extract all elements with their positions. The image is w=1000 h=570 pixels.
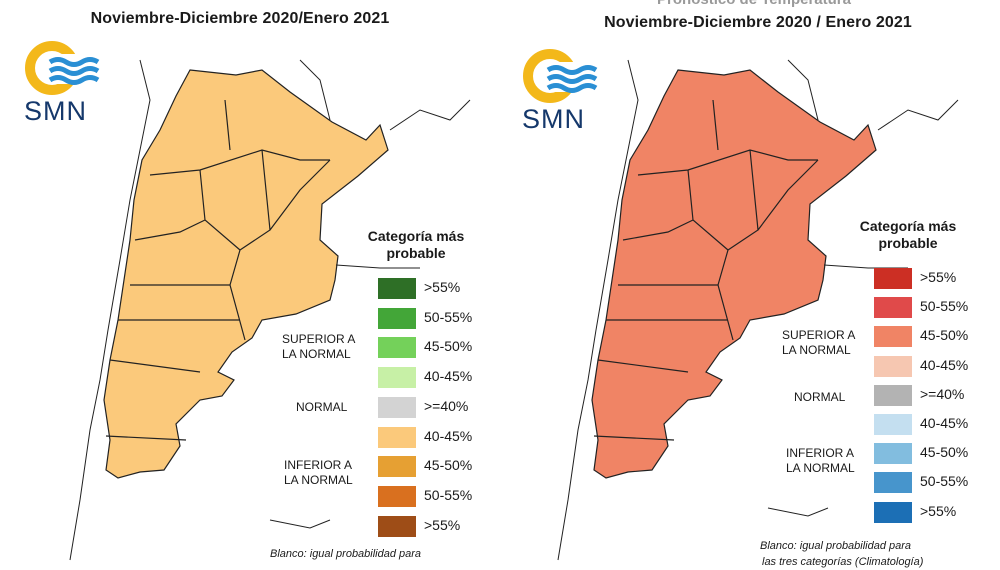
logo-label: SMN	[522, 104, 585, 134]
smn-logo-mark	[523, 49, 598, 103]
legend-swatch	[378, 456, 416, 478]
map-ghost-title: Pronóstico de Temperatura	[508, 0, 1000, 8]
legend-label: 50-55%	[920, 473, 969, 490]
legend-label: 40-45%	[920, 356, 969, 373]
forecast-map-temperature: Pronóstico de Temperatura Noviembre-Dici…	[508, 0, 1000, 570]
smn-logo: SMN	[522, 48, 602, 134]
legend-swatch	[874, 501, 912, 523]
legend-group-normal: NORMAL	[794, 390, 846, 404]
legend-label: 50-55%	[920, 298, 969, 315]
province-borders	[103, 69, 389, 479]
legend-swatch	[378, 515, 416, 537]
argentina-map	[557, 59, 959, 561]
legend-label: >=40%	[424, 397, 469, 414]
smn-logo: SMN	[24, 40, 104, 126]
legend-label: 45-50%	[424, 457, 473, 474]
legend-swatch	[378, 337, 416, 359]
legend-swatch	[378, 396, 416, 418]
legend-group-inferior: INFERIOR A LA NORMAL	[284, 458, 353, 487]
map-title: Noviembre-Diciembre 2020/Enero 2021	[90, 10, 390, 27]
legend-note: Blanco: igual probabilidad para	[270, 548, 422, 560]
legend-label: 45-50%	[920, 327, 969, 344]
legend-group-inferior: INFERIOR A LA NORMAL	[786, 446, 855, 475]
legend-swatch	[874, 443, 912, 465]
legend-label: >=40%	[920, 385, 965, 402]
legend-label: 40-45%	[424, 427, 473, 444]
legend-swatch	[378, 307, 416, 329]
legend-swatch	[874, 268, 912, 289]
legend-title: Categoría más probable	[859, 218, 957, 251]
legend-note-cut: las tres categorías (Climatología)	[762, 556, 924, 568]
province-borders	[591, 69, 877, 479]
legend-label: 50-55%	[424, 486, 473, 503]
legend-note: Blanco: igual probabilidad para	[760, 540, 912, 552]
legend-label: 40-45%	[424, 368, 473, 385]
legend-swatch	[874, 297, 912, 319]
map-title: Noviembre-Diciembre 2020 / Enero 2021	[604, 14, 912, 31]
legend-swatch	[378, 485, 416, 507]
legend-swatch	[874, 355, 912, 377]
legend-group-superior: SUPERIOR A LA NORMAL	[782, 328, 856, 357]
smn-logo-mark	[25, 41, 100, 95]
legend-label: 45-50%	[920, 444, 969, 461]
legend-label: >55%	[920, 502, 957, 519]
forecast-map-precipitation: Noviembre-Diciembre 2020/Enero 2021 SMN …	[0, 0, 492, 570]
legend-swatch	[378, 367, 416, 389]
legend-label: >55%	[920, 269, 957, 285]
legend-label: >55%	[424, 279, 461, 295]
legend-title: Categoría más probable	[367, 228, 465, 261]
legend-group-superior: SUPERIOR A LA NORMAL	[282, 332, 356, 361]
legend-group-normal: NORMAL	[296, 400, 348, 414]
legend-label: 40-45%	[920, 415, 969, 431]
legend-swatch	[874, 472, 912, 494]
legend-swatch	[874, 414, 912, 435]
legend-label: 50-55%	[424, 308, 473, 325]
argentina-map	[69, 59, 471, 561]
legend-label: >55%	[424, 516, 461, 533]
legend-swatch	[378, 278, 416, 299]
legend-label: 45-50%	[424, 338, 473, 355]
logo-label: SMN	[24, 96, 87, 126]
coastlines	[69, 59, 471, 561]
legend-swatch	[378, 426, 416, 448]
legend-swatch	[874, 384, 912, 406]
legend-swatch	[874, 326, 912, 348]
